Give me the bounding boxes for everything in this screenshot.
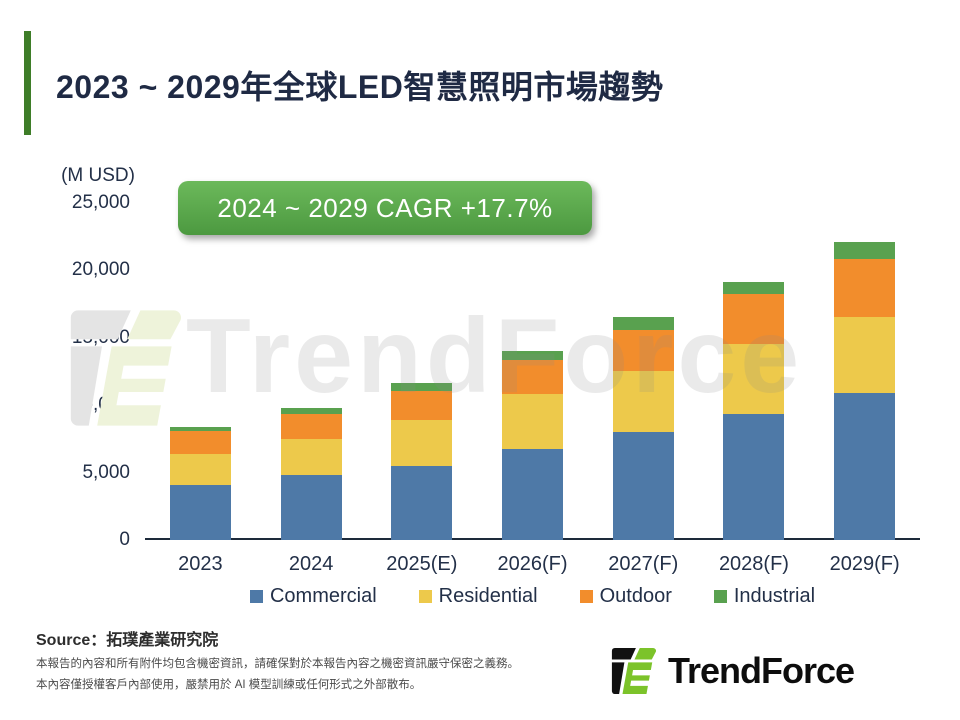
bar-group-2026(F)	[477, 195, 588, 540]
title-accent-bar	[24, 31, 31, 135]
trendforce-logo: TrendForce	[610, 645, 855, 697]
bar-stack	[834, 241, 896, 540]
y-axis-tick-label: 20,000	[71, 259, 130, 280]
y-axis-tick-label: 15,000	[71, 326, 130, 348]
y-axis-tick-label: 10,000	[71, 394, 130, 415]
bar-segment-outdoor	[502, 359, 564, 395]
bar-stack	[502, 351, 564, 540]
page-title: 2023 ~ 2029年全球LED智慧照明市場趨勢	[56, 69, 664, 105]
y-axis-tick-label: 5,000	[82, 461, 130, 483]
bar-segment-outdoor	[391, 390, 453, 420]
legend-swatch-icon	[713, 590, 727, 603]
bar-stack	[612, 316, 674, 540]
bar-segment-commercial	[280, 475, 342, 540]
x-axis-label: 2029(F)	[829, 553, 900, 575]
bar-segment-commercial	[391, 465, 453, 540]
disclaimer-line-2: 本內容僅授權客戶內部使用，嚴禁用於 AI 模型訓練或任何形式之外部散布。	[36, 679, 422, 691]
x-axis-label: 2028(F)	[718, 553, 789, 575]
bar-group-2027(F)	[588, 195, 699, 540]
bar-segment-residential	[169, 453, 231, 485]
bar-segment-commercial	[723, 413, 785, 540]
bar-segment-residential	[391, 419, 453, 466]
bar-segment-industrial	[723, 281, 785, 295]
bar-segment-outdoor	[612, 330, 674, 372]
bar-segment-outdoor	[169, 430, 231, 454]
bar-segment-residential	[834, 316, 896, 393]
bar-segment-commercial	[169, 484, 231, 540]
bar-segment-outdoor	[280, 414, 342, 439]
legend-swatch-icon	[418, 590, 432, 603]
bar-segment-residential	[502, 394, 564, 449]
trendforce-logo-icon	[611, 647, 657, 695]
legend-swatch-icon	[579, 590, 593, 603]
legend-item-commercial: Commercial	[249, 585, 377, 608]
bar-stack	[169, 426, 231, 540]
bar-segment-industrial	[280, 408, 342, 415]
bar-segment-outdoor	[834, 259, 896, 317]
bar-group-2024	[256, 195, 367, 540]
bar-segment-industrial	[169, 426, 231, 431]
bar-segment-residential	[280, 438, 342, 476]
bar-segment-residential	[723, 344, 785, 414]
bar-segment-industrial	[612, 316, 674, 331]
bar-segment-residential	[612, 371, 674, 432]
chart-legend: Commercial Residential Outdoor Industrial	[145, 585, 920, 608]
bar-group-2029(F)	[809, 195, 920, 540]
bar-stack	[280, 408, 342, 540]
bar-segment-industrial	[502, 351, 564, 360]
legend-item-outdoor: Outdoor	[579, 585, 672, 608]
bar-segment-industrial	[391, 382, 453, 391]
bar-segment-commercial	[502, 448, 564, 540]
y-axis-tick-label: 0	[119, 529, 130, 550]
legend-label: Industrial	[733, 585, 816, 607]
x-axis-labels: 2023 2024 2025(E) 2026(F) 2027(F) 2028(F) 2029…	[145, 553, 920, 576]
bar-stack	[391, 382, 453, 540]
x-axis-label: 2027(F)	[608, 553, 679, 575]
cagr-badge: 2024 ~ 2029 CAGR +17.7%	[178, 181, 592, 235]
bar-segment-industrial	[834, 241, 896, 260]
x-axis-label: 2026(F)	[497, 553, 568, 575]
source-label: Source：拓璞產業研究院	[36, 632, 219, 649]
bar-group-2023	[145, 195, 256, 540]
bar-group-2025(E)	[366, 195, 477, 540]
y-axis-unit-label: (M USD)	[61, 165, 135, 186]
trendforce-logo-text: TrendForce	[668, 650, 855, 691]
bar-segment-outdoor	[723, 294, 785, 345]
legend-item-industrial: Industrial	[713, 585, 816, 608]
y-axis-tick-label: 25,000	[71, 191, 130, 213]
plot-area	[145, 195, 920, 540]
bar-segment-commercial	[612, 432, 674, 540]
x-axis-label: 2024	[288, 553, 334, 575]
x-axis-label: 2023	[178, 553, 223, 575]
legend-item-residential: Residential	[418, 585, 538, 608]
bar-segment-commercial	[834, 392, 896, 540]
x-axis-label: 2025(E)	[386, 553, 458, 575]
legend-label: Residential	[438, 585, 538, 607]
bar-stack	[723, 281, 785, 540]
disclaimer-line-1: 本報告的內容和所有附件均包含機密資訊，請確保對於本報告內容之機密資訊嚴守保密之義…	[36, 658, 519, 670]
legend-label: Commercial	[269, 585, 377, 607]
legend-swatch-icon	[249, 590, 263, 603]
legend-label: Outdoor	[599, 585, 672, 607]
bar-group-2028(F)	[699, 195, 810, 540]
